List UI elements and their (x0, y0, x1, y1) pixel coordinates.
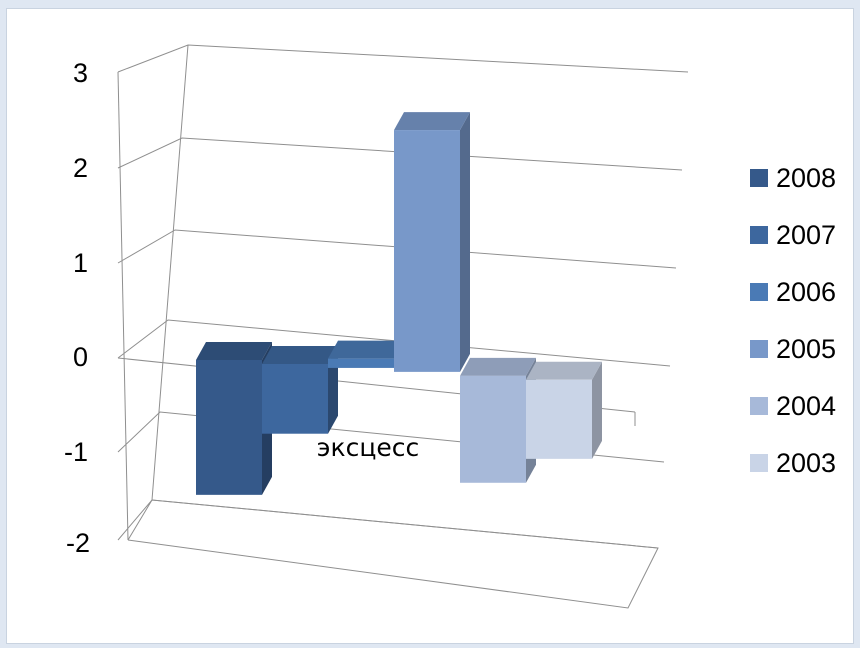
floor-outline (127, 499, 659, 609)
category-label: эксцесс (317, 433, 419, 462)
bar-front (460, 375, 526, 483)
bar-side (460, 112, 470, 372)
bar-front (262, 363, 328, 434)
legend-label: 2003 (776, 448, 836, 478)
gridline (117, 229, 677, 269)
back-wall-edge (151, 44, 189, 501)
y-tick-label: 0 (73, 342, 88, 372)
bar-top (328, 340, 404, 359)
bar-top (394, 112, 470, 131)
y-tick-label: -2 (66, 528, 90, 558)
bar-side (592, 361, 602, 459)
legend-swatch (750, 397, 768, 415)
y-tick-label: -1 (64, 437, 88, 467)
bar-front (328, 358, 394, 368)
legend-swatch (750, 226, 768, 244)
y-axis-line (117, 71, 129, 541)
bar-top (526, 361, 602, 380)
gridline (117, 44, 689, 73)
gridline (117, 319, 671, 367)
bar-front (196, 360, 262, 495)
gridline (117, 137, 683, 171)
legend-swatch (750, 169, 768, 187)
bar-top (460, 357, 536, 376)
legend-label: 2008 (776, 163, 836, 193)
bar-front (394, 130, 460, 372)
legend-label: 2004 (776, 391, 836, 421)
legend-swatch (750, 340, 768, 358)
legend-label: 2007 (776, 220, 836, 250)
bar-top (262, 345, 338, 364)
bar-front (526, 379, 592, 459)
y-tick-label: 2 (73, 153, 88, 183)
y-tick-label: 3 (73, 58, 88, 88)
bar-top (196, 342, 272, 360)
legend-swatch (750, 454, 768, 472)
legend-label: 2005 (776, 334, 836, 364)
y-tick-label: 1 (73, 248, 88, 278)
legend-swatch (750, 283, 768, 301)
legend-label: 2006 (776, 277, 836, 307)
